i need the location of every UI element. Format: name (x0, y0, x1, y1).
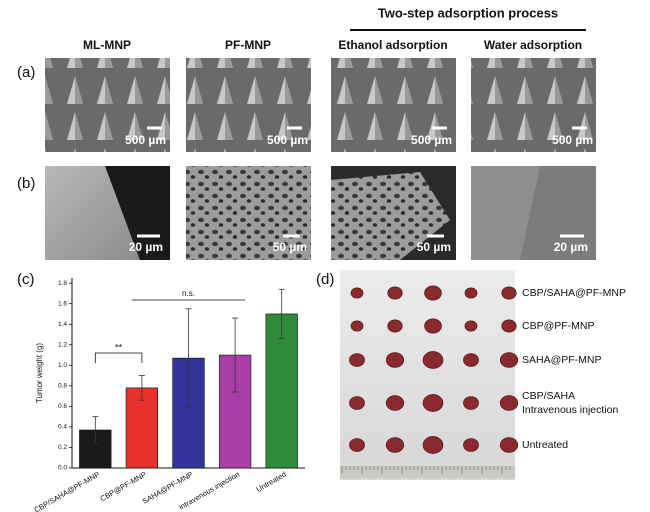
bar-chart: 0.0 0.2 0.4 0.6 0.8 1.0 1.2 1.4 1.6 1.8 Tumor weig… (32, 278, 305, 512)
tumor (463, 353, 479, 367)
row-label: SAHA@PF-MNP (522, 354, 602, 366)
tumor (385, 352, 405, 368)
x-tick-label: CBP/SAHA@PF-MNP (32, 470, 101, 512)
annotation: ** (115, 342, 123, 352)
scale-label: 500 µm (411, 133, 452, 147)
tumor (385, 395, 405, 411)
annotation: n.s. (182, 289, 195, 298)
panel-label: (a) (17, 64, 35, 81)
tumor (349, 438, 365, 452)
row-label: CBP@PF-MNP (522, 320, 595, 332)
tumor (463, 438, 479, 452)
bar (125, 387, 159, 469)
panel-label: (c) (17, 271, 35, 288)
column-title: PF-MNP (225, 38, 271, 52)
tumor (385, 437, 405, 453)
row-label: CBP/SAHA (522, 390, 575, 402)
micrograph (45, 58, 170, 152)
micrograph-surface (45, 166, 140, 260)
y-tick-label: 0.2 (58, 444, 67, 451)
y-tick-label: 1.6 (58, 300, 67, 307)
tumor (499, 352, 519, 368)
y-axis-label: Tumor weight (g) (35, 343, 44, 404)
tumor (464, 287, 478, 299)
column-title: Ethanol adsorption (338, 38, 447, 52)
tumor (463, 396, 479, 410)
micrograph (186, 166, 311, 260)
row-label: CBP/SAHA@PF-MNP (522, 287, 626, 299)
tumor (422, 351, 444, 369)
tumor (387, 286, 403, 300)
column-title: ML-MNP (83, 38, 131, 52)
scale-label: 500 µm (552, 133, 593, 147)
header-title: Two-step adsorption process (378, 5, 558, 20)
y-tick-label: 0.4 (58, 424, 67, 431)
scale-label: 500 µm (267, 133, 308, 147)
row-label: Intravenous injection (522, 404, 618, 416)
tumor (387, 319, 403, 333)
tumor (350, 287, 364, 299)
scale-label: 50 µm (273, 240, 307, 254)
column-title: Water adsorption (484, 38, 582, 52)
bracket (94, 352, 143, 363)
micrograph-surface (471, 166, 540, 260)
micrograph-surface (331, 172, 450, 260)
tumor (349, 353, 365, 367)
scale-label: 20 µm (129, 240, 163, 254)
tumors (349, 285, 519, 454)
error-bar (185, 308, 192, 408)
tumor (499, 437, 519, 453)
tumor (501, 286, 517, 300)
y-tick-label: 1.8 (58, 280, 67, 287)
error-bar (92, 416, 99, 444)
tumor (422, 436, 444, 454)
tumor (464, 320, 478, 332)
tumor (499, 395, 519, 411)
tumor (501, 319, 517, 333)
micrograph (471, 58, 596, 152)
panel-label: (b) (17, 175, 35, 192)
micrograph (186, 58, 311, 152)
y-tick-label: 1.4 (58, 321, 67, 328)
y-tick-label: 0.6 (58, 403, 67, 410)
scale-label: 500 µm (125, 133, 166, 147)
ruler-ticks (341, 466, 511, 474)
row-label: Untreated (522, 439, 568, 451)
tumor (350, 320, 364, 332)
tumor (349, 396, 365, 410)
x-tick-label: Untreated (255, 470, 288, 494)
tumor (424, 318, 442, 334)
error-bar (232, 317, 239, 393)
error-bar (278, 288, 285, 339)
micrograph (331, 58, 456, 152)
bar (265, 313, 298, 469)
scale-label: 50 µm (417, 240, 451, 254)
y-tick-label: 0.0 (58, 465, 67, 472)
y-tick-label: 0.8 (58, 383, 67, 390)
ruler (340, 466, 515, 478)
tumor (422, 394, 444, 412)
scale-bars-a: 500 µm 500 µm 500 µm 500 µm (125, 126, 593, 147)
y-tick-label: 1.2 (58, 341, 67, 348)
panel-label: (d) (316, 271, 334, 288)
scale-bars-b: 20 µm 50 µm 50 µm 20 µm (129, 234, 588, 254)
tumor (424, 285, 442, 301)
error-bar (138, 375, 145, 401)
y-tick-label: 1.0 (58, 362, 67, 369)
scale-label: 20 µm (554, 240, 588, 254)
